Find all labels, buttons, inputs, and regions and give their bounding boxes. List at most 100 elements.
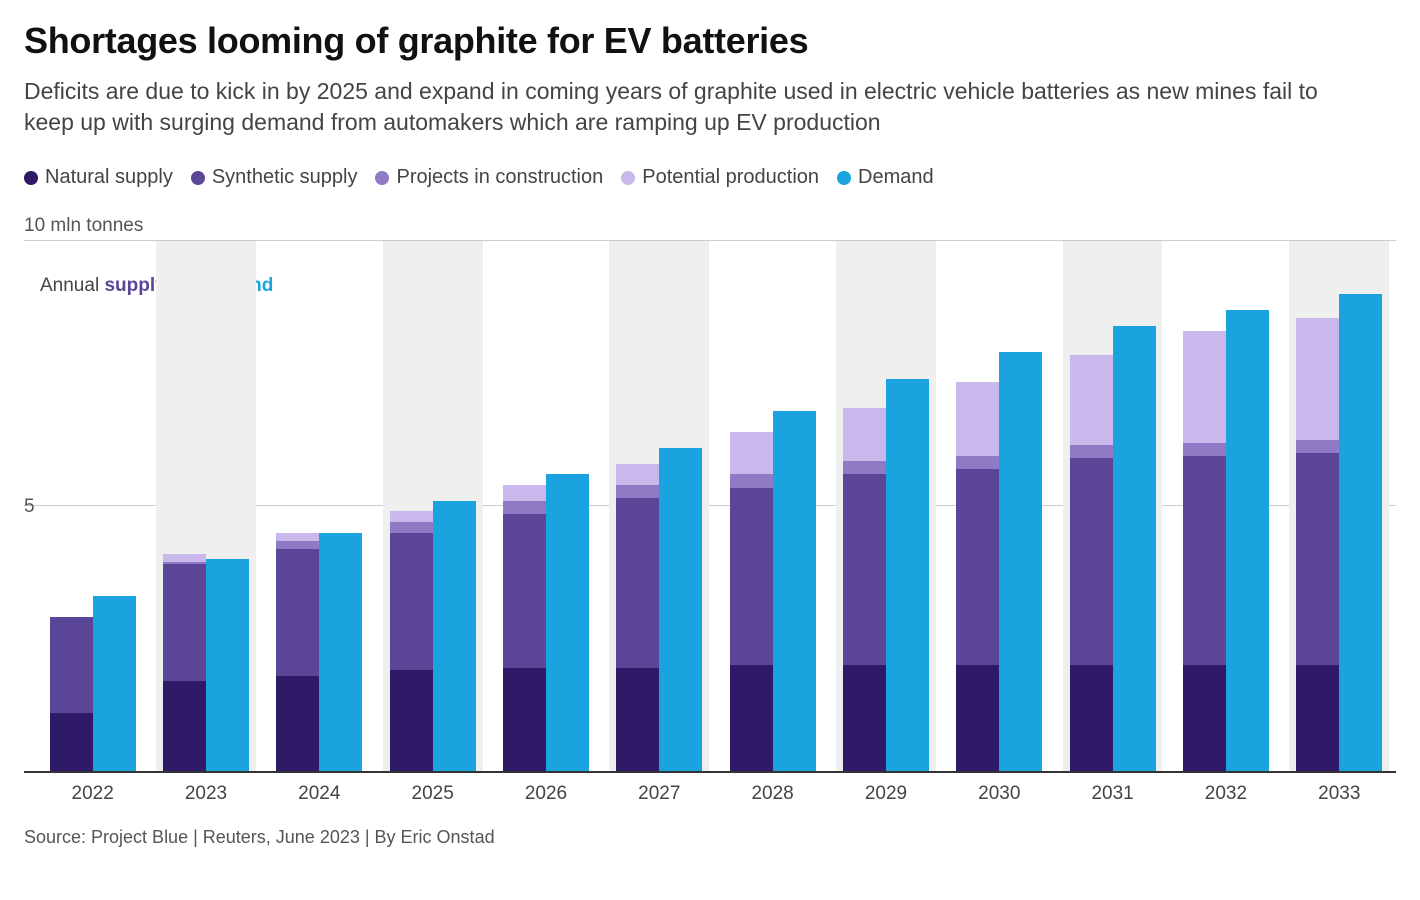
supply-stack [1070, 355, 1113, 771]
seg-projects [1070, 445, 1113, 458]
supply-stack [390, 511, 433, 771]
chart-title: Shortages looming of graphite for EV bat… [24, 20, 1396, 62]
year-group [149, 241, 262, 771]
legend-item-natural: Natural supply [24, 166, 173, 189]
supply-stack [616, 464, 659, 771]
x-tick-label: 2025 [376, 773, 489, 805]
legend-item-synthetic: Synthetic supply [191, 166, 358, 189]
supply-stack [276, 533, 319, 771]
supply-bar [503, 485, 546, 771]
seg-projects [390, 522, 433, 533]
demand-bar [546, 474, 589, 771]
seg-natural [276, 676, 319, 771]
seg-natural [163, 681, 206, 771]
year-group [1283, 241, 1396, 771]
legend-item-demand: Demand [837, 166, 934, 189]
year-group [489, 241, 602, 771]
seg-projects [843, 461, 886, 474]
legend-label: Synthetic supply [212, 166, 358, 189]
x-tick-label: 2029 [829, 773, 942, 805]
seg-demand [773, 411, 816, 771]
seg-demand [1113, 326, 1156, 771]
seg-demand [999, 352, 1042, 771]
x-tick-label: 2028 [716, 773, 829, 805]
demand-bar [886, 379, 929, 771]
x-tick-label: 2032 [1169, 773, 1282, 805]
y-axis-unit-label: 10 mln tonnes [24, 215, 1396, 237]
supply-bar [1070, 355, 1113, 771]
chart-frame: 5Annual supply vs. demand 20222023202420… [24, 241, 1396, 805]
seg-demand [659, 448, 702, 771]
seg-natural [1296, 665, 1339, 771]
seg-natural [956, 665, 999, 771]
seg-synthetic [390, 533, 433, 671]
seg-potential [1296, 318, 1339, 440]
x-tick-label: 2030 [943, 773, 1056, 805]
legend-item-potential: Potential production [621, 166, 819, 189]
seg-synthetic [956, 469, 999, 665]
supply-stack [730, 432, 773, 771]
supply-stack [1183, 331, 1226, 771]
legend-label: Projects in construction [396, 166, 603, 189]
seg-synthetic [730, 488, 773, 666]
seg-demand [1339, 294, 1382, 771]
seg-synthetic [276, 549, 319, 676]
demand-bar [999, 352, 1042, 771]
year-group [603, 241, 716, 771]
legend-item-projects: Projects in construction [375, 166, 603, 189]
x-tick-label: 2031 [1056, 773, 1169, 805]
supply-stack [843, 408, 886, 771]
seg-natural [1070, 665, 1113, 771]
seg-demand [206, 559, 249, 771]
demand-bar [773, 411, 816, 771]
seg-projects [503, 501, 546, 514]
projects-swatch [375, 171, 389, 185]
x-tick-label: 2023 [149, 773, 262, 805]
demand-bar [1226, 310, 1269, 771]
seg-potential [616, 464, 659, 485]
demand-bar [93, 596, 136, 771]
year-group [943, 241, 1056, 771]
natural-swatch [24, 171, 38, 185]
x-tick-label: 2027 [603, 773, 716, 805]
seg-potential [390, 511, 433, 522]
seg-potential [730, 432, 773, 474]
seg-synthetic [616, 498, 659, 668]
seg-demand [319, 533, 362, 772]
seg-natural [390, 670, 433, 771]
seg-potential [163, 554, 206, 562]
x-tick-label: 2024 [263, 773, 376, 805]
year-group [716, 241, 829, 771]
seg-projects [1296, 440, 1339, 453]
supply-bar [956, 382, 999, 772]
seg-projects [730, 474, 773, 487]
year-group [1169, 241, 1282, 771]
legend-label: Natural supply [45, 166, 173, 189]
supply-stack [163, 554, 206, 771]
seg-potential [276, 533, 319, 541]
supply-bar [276, 533, 319, 771]
source-line: Source: Project Blue | Reuters, June 202… [24, 827, 1396, 848]
supply-stack [956, 382, 999, 772]
seg-natural [843, 665, 886, 771]
year-group [263, 241, 376, 771]
x-tick-label: 2022 [36, 773, 149, 805]
year-group [376, 241, 489, 771]
seg-synthetic [1183, 456, 1226, 665]
demand-bar [433, 501, 476, 771]
seg-synthetic [50, 617, 93, 712]
seg-potential [956, 382, 999, 456]
supply-stack [1296, 318, 1339, 771]
supply-stack [503, 485, 546, 771]
seg-potential [843, 408, 886, 461]
seg-synthetic [843, 474, 886, 665]
demand-bar [1339, 294, 1382, 771]
seg-natural [730, 665, 773, 771]
seg-synthetic [1070, 458, 1113, 665]
plot-area: 5Annual supply vs. demand [24, 241, 1396, 773]
supply-bar [1183, 331, 1226, 771]
seg-synthetic [1296, 453, 1339, 665]
year-group [1056, 241, 1169, 771]
supply-bar [163, 554, 206, 771]
seg-demand [93, 596, 136, 771]
